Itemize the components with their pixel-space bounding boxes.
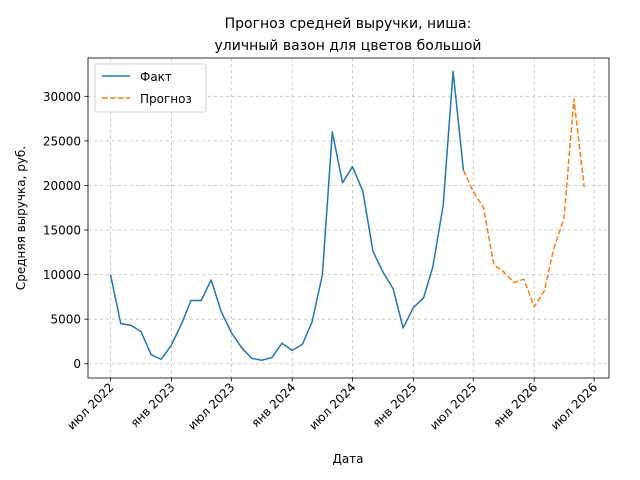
y-tick-label: 10000 xyxy=(43,268,81,282)
x-axis-label: Дата xyxy=(332,452,363,466)
chart-title-line-2: уличный вазон для цветов большой xyxy=(215,38,482,54)
legend-label-forecast: Прогноз xyxy=(140,92,192,106)
y-tick-label: 15000 xyxy=(43,224,81,238)
series-line-forecast xyxy=(462,98,585,308)
y-tick-label: 0 xyxy=(73,357,81,371)
plot-series xyxy=(109,70,585,361)
y-tick-label: 25000 xyxy=(43,134,81,148)
legend: Факт Прогноз xyxy=(94,63,207,113)
chart-title-line-1: Прогноз средней выручки, ниша: xyxy=(225,16,472,32)
y-tick-label: 20000 xyxy=(43,179,81,193)
series-line-fact xyxy=(109,70,465,361)
legend-label-fact: Факт xyxy=(140,70,172,84)
plot-area-frame xyxy=(87,57,610,379)
y-tick-label: 5000 xyxy=(50,313,81,327)
grid-lines xyxy=(88,58,609,378)
y-tick-label: 30000 xyxy=(43,90,81,104)
y-axis-label: Средняя выручка, руб. xyxy=(14,146,28,290)
